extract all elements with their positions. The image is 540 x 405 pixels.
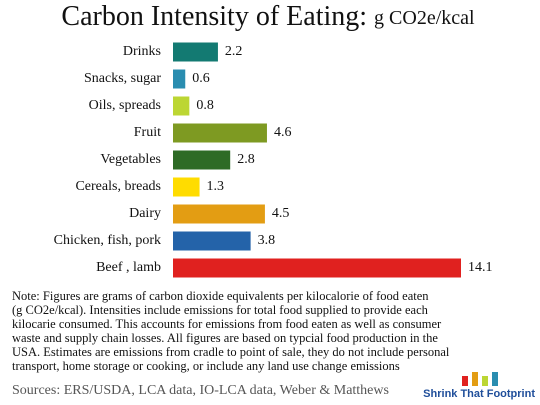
chart-subtitle: g CO2e/kcal: [374, 7, 475, 29]
category-label: Vegetables: [100, 152, 161, 167]
category-label: Dairy: [129, 206, 161, 221]
note-line: Note: Figures are grams of carbon dioxid…: [12, 289, 429, 303]
bar: [173, 231, 251, 251]
bar: [173, 177, 200, 197]
bar: [173, 258, 461, 278]
bar: [173, 42, 218, 62]
category-label: Cereals, breads: [75, 179, 161, 194]
note-line: waste and supply chain losses. All figur…: [12, 331, 438, 345]
bar: [173, 123, 267, 143]
value-label: 0.6: [192, 71, 210, 86]
value-label: 4.5: [272, 206, 290, 221]
value-label: 2.8: [237, 152, 255, 167]
note-line: transport, home storage or cooking, or i…: [12, 359, 400, 373]
sources: Sources: ERS/USDA, LCA data, IO-LCA data…: [12, 383, 389, 398]
note-line: kilocarie consumed. This accounts for em…: [12, 317, 442, 331]
category-label: Drinks: [123, 44, 161, 59]
logo-icon: [462, 376, 468, 386]
category-label: Beef , lamb: [96, 260, 161, 275]
chart-title: Carbon Intensity of Eating:: [61, 1, 367, 32]
bar: [173, 69, 186, 89]
category-label: Fruit: [134, 125, 161, 140]
value-label: 0.8: [196, 98, 214, 113]
value-label: 2.2: [225, 44, 243, 59]
bar: [173, 96, 190, 116]
logo-icon: [482, 376, 488, 386]
category-label: Chicken, fish, pork: [54, 233, 161, 248]
logo-icon: [472, 372, 478, 386]
note-line: (g CO2e/kcal). Intensities include emiss…: [12, 303, 429, 317]
chart-title-group: Carbon Intensity of Eating: g CO2e/kcal: [61, 1, 475, 32]
note-line: USA. Estimates are emissions from cradle…: [12, 345, 450, 359]
value-label: 3.8: [258, 233, 276, 248]
logo: Shrink That Footprint: [423, 372, 535, 400]
category-label: Oils, spreads: [89, 98, 161, 113]
value-label: 4.6: [274, 125, 292, 140]
logo-icon: [492, 372, 498, 386]
value-label: 14.1: [468, 260, 493, 275]
bar: [173, 150, 231, 170]
category-label: Snacks, sugar: [84, 71, 161, 86]
bar: [173, 204, 265, 224]
value-label: 1.3: [207, 179, 225, 194]
logo-text: Shrink That Footprint: [423, 388, 535, 400]
